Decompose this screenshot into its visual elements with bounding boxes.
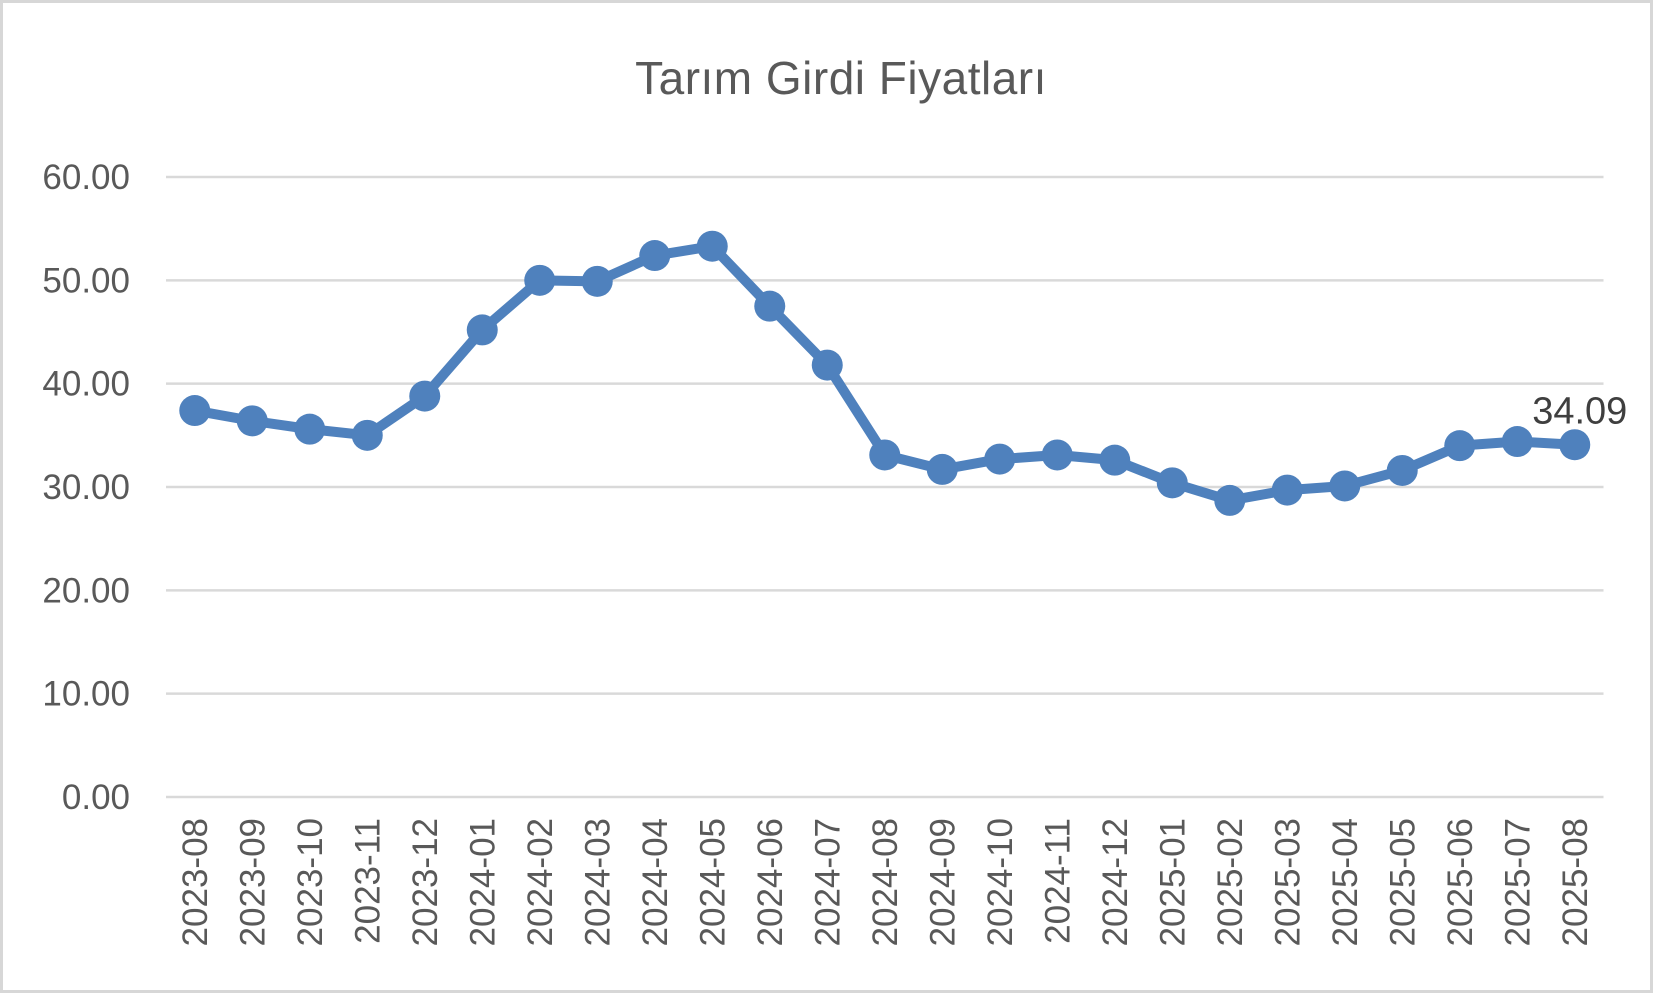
y-axis-tick-label: 20.00 (42, 571, 130, 610)
data-point-2025-01 (1156, 467, 1188, 499)
x-axis-tick-label: 2023-09 (233, 818, 272, 946)
x-axis-tick-label: 2024-05 (693, 818, 732, 946)
data-point-2025-02 (1214, 484, 1246, 516)
data-point-2024-04 (639, 240, 671, 272)
x-axis-tick-label: 2025-04 (1326, 818, 1365, 946)
x-axis-tick-label: 2024-02 (521, 818, 560, 946)
data-point-2024-06 (754, 290, 786, 322)
line-chart-plot: 0.00 10.00 20.00 30.00 40.00 50.00 60.00 2023-0… (42, 158, 1627, 946)
x-axis-tick-label: 2023-08 (176, 818, 215, 946)
x-axis-tick-label: 2025-08 (1556, 818, 1595, 946)
x-axis-tick-label: 2024-08 (866, 818, 905, 946)
data-point-2025-05 (1386, 454, 1418, 486)
data-point-2024-01 (466, 314, 498, 346)
y-axis-tick-label: 50.00 (42, 261, 130, 300)
x-axis-tick-label: 2024-06 (751, 818, 790, 946)
y-axis-tick-label: 10.00 (42, 675, 130, 714)
y-axis-tick-label: 30.00 (42, 468, 130, 507)
data-point-2025-04 (1329, 470, 1361, 502)
x-axis-tick-label: 2025-03 (1268, 818, 1307, 946)
data-point-2025-03 (1271, 474, 1303, 506)
x-axis-tick-label: 2024-01 (463, 818, 502, 946)
x-axis-tick-label: 2024-10 (981, 818, 1020, 946)
data-point-2024-02 (524, 264, 556, 296)
x-axis-tick-label: 2023-11 (348, 818, 387, 944)
x-axis-tick-label: 2025-01 (1153, 818, 1192, 946)
data-point-2025-07 (1501, 426, 1533, 458)
data-point-2024-08 (869, 439, 901, 471)
data-point-2024-12 (1099, 444, 1131, 476)
data-point-2024-05 (696, 230, 728, 262)
x-axis-tick-label: 2024-09 (923, 818, 962, 946)
y-axis-tick-label: 0.00 (62, 778, 130, 817)
x-axis-tick-label: 2025-05 (1383, 818, 1422, 946)
x-axis-tick-label: 2025-07 (1498, 818, 1537, 946)
data-point-2024-11 (1041, 439, 1073, 471)
y-axis-tick-label: 40.00 (42, 365, 130, 404)
data-point-2024-07 (811, 349, 843, 381)
last-point-data-label: 34.09 (1532, 391, 1627, 433)
x-axis-tick-label: 2025-06 (1441, 818, 1480, 946)
y-axis-tick-label: 60.00 (42, 158, 130, 197)
chart-title: Tarım Girdi Fiyatları (635, 52, 1047, 104)
data-point-2023-11 (351, 419, 383, 451)
x-axis-tick-label: 2024-11 (1038, 818, 1077, 944)
x-axis-tick-label: 2023-10 (291, 818, 330, 946)
data-point-2023-08 (179, 395, 211, 427)
x-axis-tick-label: 2023-12 (406, 818, 445, 946)
data-point-2023-12 (409, 380, 441, 412)
x-axis-tick-label: 2025-02 (1211, 818, 1250, 946)
data-point-2023-10 (294, 413, 326, 445)
x-axis-tick-label: 2024-03 (578, 818, 617, 946)
data-point-2024-09 (926, 453, 958, 485)
data-point-2025-06 (1444, 430, 1476, 462)
data-point-2024-03 (581, 265, 613, 297)
data-point-2024-10 (984, 443, 1016, 475)
data-point-2023-09 (236, 405, 268, 437)
x-axis-tick-label: 2024-12 (1096, 818, 1135, 946)
x-axis-tick-label: 2024-04 (636, 818, 675, 946)
x-axis-tick-label: 2024-07 (808, 818, 847, 946)
data-point-2025-08 (1559, 429, 1591, 461)
